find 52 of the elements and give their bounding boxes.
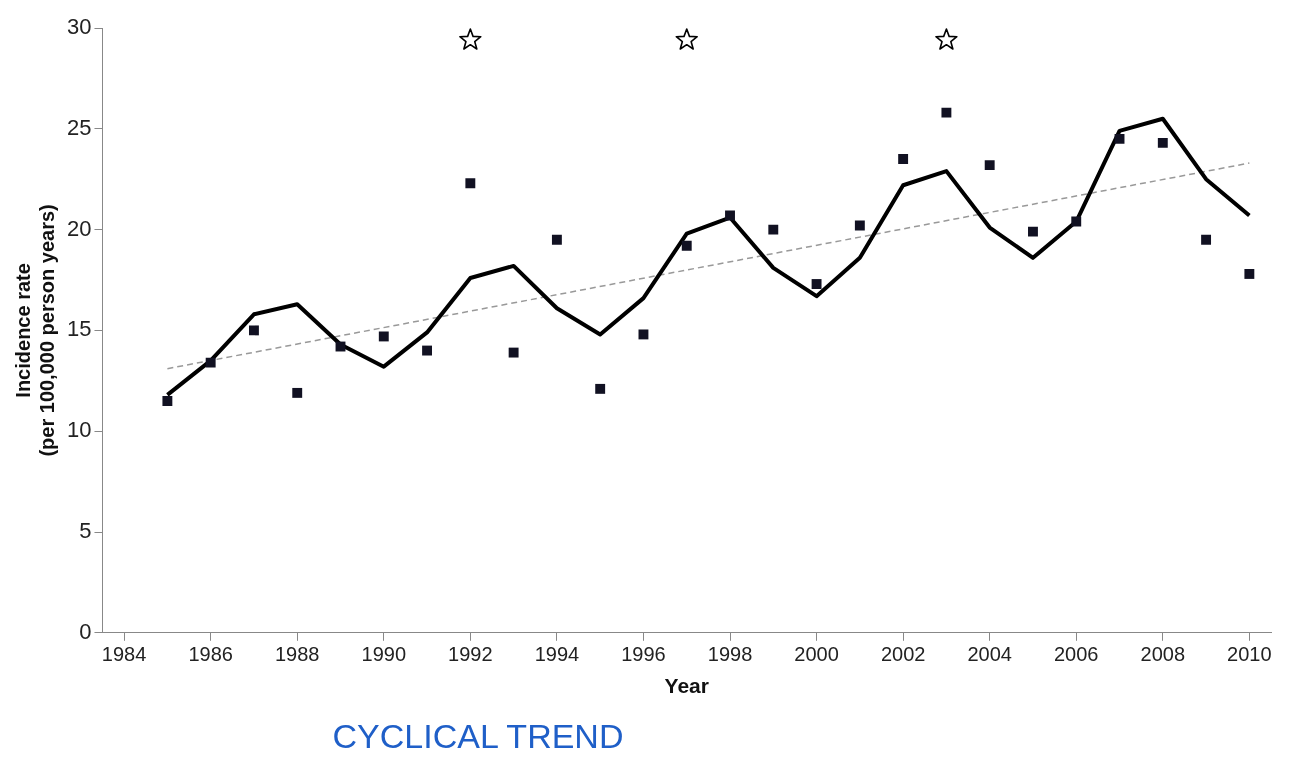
point: [768, 224, 779, 235]
point: [595, 383, 606, 394]
x-tick-label: 1984: [101, 643, 147, 666]
point: [1114, 133, 1125, 144]
point: [984, 160, 995, 171]
text: CYCLICAL TREND: [332, 717, 624, 756]
point: [1157, 137, 1168, 148]
y-tick-label: 20: [66, 215, 92, 241]
x-tick-label: 1994: [534, 643, 580, 666]
point: [811, 279, 822, 289]
point: [681, 240, 692, 251]
x-tick-label: 2000: [794, 643, 839, 666]
point: [1244, 269, 1255, 279]
x-tick-label: 1996: [621, 643, 666, 666]
point: [378, 331, 389, 342]
point: [725, 210, 735, 221]
point: [1071, 216, 1082, 227]
x-tick-label: 1990: [361, 643, 407, 666]
x-tick-label: 1988: [274, 643, 320, 666]
x-tick-label: 2010: [1227, 643, 1272, 666]
x-tick-label: 2008: [1140, 643, 1186, 666]
x-tick-label: 1992: [448, 643, 493, 666]
y-tick-label: 15: [66, 316, 92, 342]
x-tick-label: 2006: [1054, 643, 1099, 666]
point: [551, 234, 562, 245]
point: [1028, 226, 1038, 237]
x-tick-label: 1986: [188, 643, 233, 666]
point: [508, 347, 519, 358]
point: [205, 357, 216, 368]
point: [898, 154, 909, 164]
point: [465, 178, 476, 189]
y-axis-title: Incidence rate (per 100,000 person years): [11, 204, 58, 457]
point: [854, 220, 865, 231]
point: [941, 107, 952, 118]
x-tick-label: 1998: [707, 643, 753, 666]
y-tick-label: 5: [79, 518, 92, 544]
x-tick-label: 2002: [880, 643, 926, 666]
point: [459, 28, 482, 50]
x-tick-label: 2004: [967, 643, 1012, 666]
y-tick-label: 0: [79, 618, 92, 644]
point: [935, 28, 958, 50]
point: [675, 28, 698, 50]
point: [422, 345, 433, 356]
point: [638, 329, 649, 340]
y-tick-label: 25: [66, 114, 92, 140]
point: [162, 396, 173, 406]
y-tick-label: 10: [66, 417, 92, 443]
point: [249, 325, 259, 336]
point: [1201, 234, 1212, 245]
y-tick-label: 30: [66, 14, 92, 40]
x-axis-title: Year: [664, 674, 709, 698]
point: [292, 387, 303, 398]
